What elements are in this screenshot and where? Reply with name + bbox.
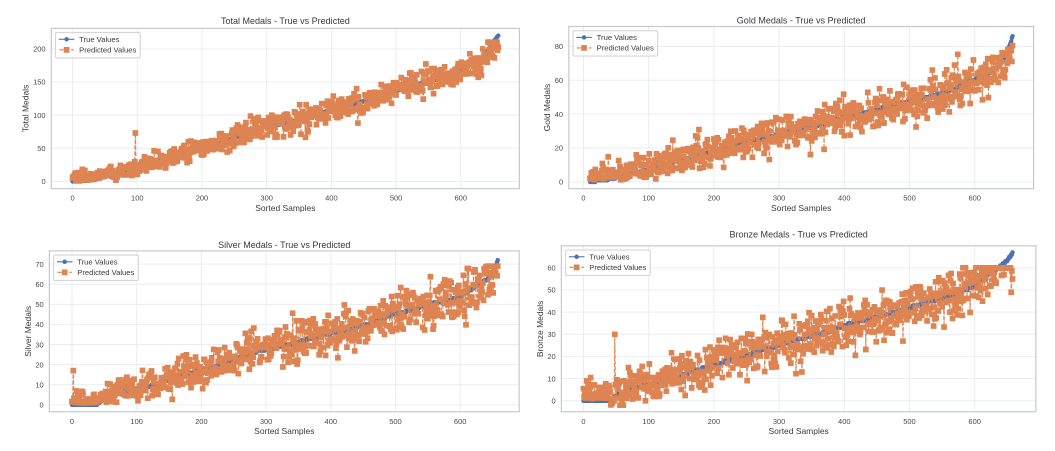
svg-text:500: 500 <box>903 417 916 426</box>
svg-text:Predicted Values: Predicted Values <box>597 44 654 53</box>
svg-text:0: 0 <box>41 177 45 186</box>
svg-text:30: 30 <box>35 340 43 349</box>
svg-text:500: 500 <box>390 194 403 203</box>
svg-text:True Values: True Values <box>597 33 637 42</box>
svg-text:True Values: True Values <box>77 257 117 266</box>
svg-text:600: 600 <box>968 194 981 203</box>
svg-text:0: 0 <box>40 401 44 410</box>
svg-text:30: 30 <box>547 330 555 339</box>
svg-text:600: 600 <box>454 417 467 426</box>
svg-text:50: 50 <box>35 300 43 309</box>
svg-text:0: 0 <box>581 417 585 426</box>
svg-text:Silver Medals: Silver Medals <box>23 306 33 357</box>
svg-text:Bronze Medals - True vs Predic: Bronze Medals - True vs Predicted <box>729 230 867 240</box>
svg-text:50: 50 <box>37 144 45 153</box>
svg-text:20: 20 <box>35 360 43 369</box>
svg-text:0: 0 <box>70 417 74 426</box>
svg-text:Bronze Medals: Bronze Medals <box>535 301 545 358</box>
svg-text:500: 500 <box>389 417 402 426</box>
svg-text:600: 600 <box>968 417 981 426</box>
svg-text:40: 40 <box>547 308 555 317</box>
svg-text:100: 100 <box>33 111 46 120</box>
svg-text:10: 10 <box>547 374 555 383</box>
svg-text:200: 200 <box>708 417 721 426</box>
svg-text:400: 400 <box>838 194 851 203</box>
svg-text:Silver Medals - True vs Predic: Silver Medals - True vs Predicted <box>218 240 350 250</box>
svg-text:300: 300 <box>773 194 786 203</box>
svg-text:500: 500 <box>903 194 916 203</box>
svg-text:600: 600 <box>455 194 468 203</box>
svg-text:200: 200 <box>195 417 208 426</box>
svg-text:400: 400 <box>325 417 338 426</box>
svg-text:100: 100 <box>642 417 655 426</box>
svg-text:40: 40 <box>555 110 563 119</box>
svg-text:100: 100 <box>642 194 655 203</box>
svg-text:20: 20 <box>555 144 563 153</box>
svg-text:0: 0 <box>581 194 585 203</box>
svg-text:60: 60 <box>35 280 43 289</box>
svg-text:40: 40 <box>35 320 43 329</box>
svg-text:200: 200 <box>196 194 209 203</box>
svg-text:True Values: True Values <box>79 35 119 44</box>
svg-text:70: 70 <box>35 260 43 269</box>
svg-text:300: 300 <box>260 194 273 203</box>
svg-text:Total Medals: Total Medals <box>21 85 31 133</box>
svg-text:60: 60 <box>555 76 563 85</box>
svg-text:Gold Medals - True vs Predicte: Gold Medals - True vs Predicted <box>737 16 866 26</box>
svg-text:300: 300 <box>260 417 273 426</box>
svg-text:0: 0 <box>552 396 556 405</box>
svg-text:0: 0 <box>70 194 74 203</box>
svg-text:100: 100 <box>131 194 144 203</box>
svg-text:Predicted Values: Predicted Values <box>589 263 646 272</box>
svg-text:80: 80 <box>555 42 563 51</box>
svg-text:200: 200 <box>708 194 721 203</box>
svg-text:Sorted Samples: Sorted Samples <box>769 426 829 436</box>
svg-text:300: 300 <box>773 417 786 426</box>
svg-text:50: 50 <box>547 286 555 295</box>
svg-text:Sorted Samples: Sorted Samples <box>255 203 315 213</box>
svg-text:Sorted Samples: Sorted Samples <box>254 426 314 436</box>
svg-text:200: 200 <box>33 45 46 54</box>
svg-text:10: 10 <box>35 380 43 389</box>
svg-text:20: 20 <box>547 352 555 361</box>
svg-text:Predicted Values: Predicted Values <box>77 268 134 277</box>
svg-text:Total Medals - True vs Predict: Total Medals - True vs Predicted <box>221 16 350 26</box>
svg-text:Predicted Values: Predicted Values <box>79 46 136 55</box>
svg-text:True Values: True Values <box>589 252 629 261</box>
svg-text:400: 400 <box>325 194 338 203</box>
svg-text:Gold Medals: Gold Medals <box>542 84 552 132</box>
svg-text:Sorted Samples: Sorted Samples <box>771 203 831 213</box>
svg-text:0: 0 <box>559 178 563 187</box>
svg-text:100: 100 <box>130 417 143 426</box>
svg-text:150: 150 <box>33 78 46 87</box>
svg-text:400: 400 <box>838 417 851 426</box>
svg-text:60: 60 <box>547 264 555 273</box>
